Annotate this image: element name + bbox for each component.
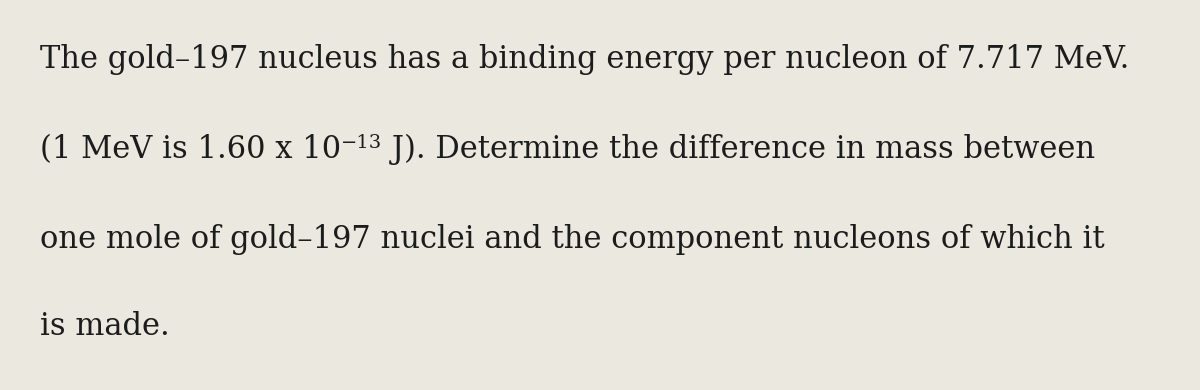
Text: The gold–197 nucleus has a binding energy per nucleon of 7.717 MeV.: The gold–197 nucleus has a binding energ… [40,44,1129,75]
Text: J). Determine the difference in mass between: J). Determine the difference in mass bet… [383,134,1096,165]
Text: is made.: is made. [40,311,169,342]
Text: one mole of gold–197 nuclei and the component nucleons of which it: one mole of gold–197 nuclei and the comp… [40,224,1105,255]
Text: (1 MeV is 1.60 x 10: (1 MeV is 1.60 x 10 [40,134,341,165]
Text: −13: −13 [341,134,383,152]
